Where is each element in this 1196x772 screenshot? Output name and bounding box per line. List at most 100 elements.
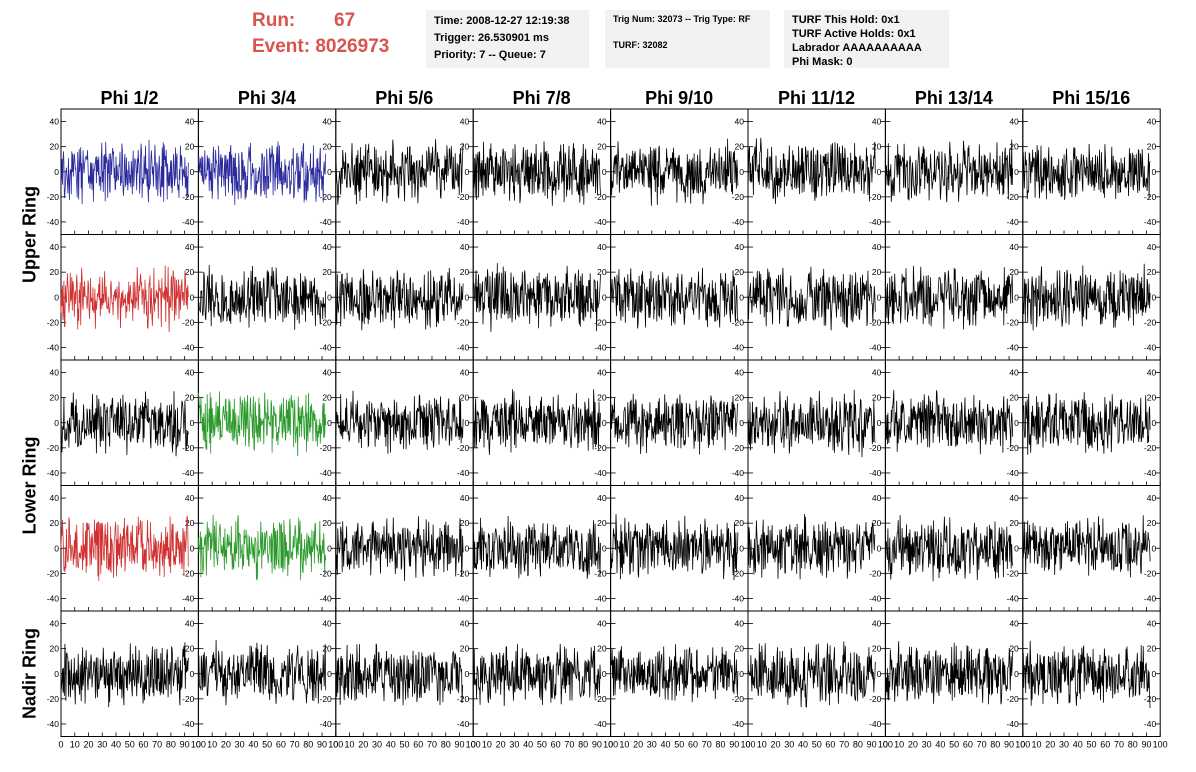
y-tick-label: 40 [460, 117, 470, 127]
y-tick-label: 20 [185, 644, 195, 654]
y-tick-label: -40 [182, 217, 195, 227]
trig-num-text: Trig Num: 32073 -- Trig Type: RF [613, 14, 751, 24]
y-tick-label: 20 [185, 518, 195, 528]
y-tick-label: 40 [597, 242, 607, 252]
priority-text: Priority: 7 -- Queue: 7 [434, 49, 546, 61]
y-tick-label: -20 [1144, 568, 1157, 578]
waveform-trace [60, 139, 189, 205]
y-tick-label: -40 [320, 719, 333, 729]
x-tick-label: 0 [196, 740, 201, 750]
x-tick-label: 90 [454, 740, 464, 750]
x-tick-label: 30 [372, 740, 382, 750]
y-tick-label: -40 [1144, 342, 1157, 352]
y-tick-label: 0 [190, 543, 195, 553]
waveform-trace [747, 641, 876, 708]
y-tick-label: -40 [869, 217, 882, 227]
x-tick-label: 80 [853, 740, 863, 750]
y-tick-label: 0 [739, 543, 744, 553]
y-tick-label: -40 [869, 342, 882, 352]
y-tick-label: -40 [320, 593, 333, 603]
y-tick-label: 20 [735, 142, 745, 152]
y-tick-label: 0 [327, 543, 332, 553]
y-tick-label: -20 [869, 317, 882, 327]
y-tick-label: -40 [457, 217, 470, 227]
waveform-trace [472, 389, 601, 455]
run-label: Run: [252, 10, 296, 31]
y-tick-label: 20 [597, 267, 607, 277]
waveform-trace [60, 265, 189, 333]
y-tick-label: 40 [460, 493, 470, 503]
x-tick-label: 50 [537, 740, 547, 750]
x-tick-label: 20 [770, 740, 780, 750]
y-tick-label: 20 [322, 142, 332, 152]
x-tick-label: 70 [1114, 740, 1124, 750]
y-tick-label: 40 [597, 368, 607, 378]
run-event-box: Run: 67 Event: 8026973 [252, 8, 389, 60]
y-tick-label: 40 [50, 117, 60, 127]
phi-mask-text: Phi Mask: 0 [792, 56, 853, 68]
column-header: Phi 11/12 [777, 88, 856, 108]
waveform-trace [610, 267, 739, 329]
x-tick-label: 50 [812, 740, 822, 750]
y-tick-label: -20 [1144, 443, 1157, 453]
waveform-panel: -40 -20 0 20 40 [610, 359, 749, 486]
trigger-info-panel: Trig Num: 32073 -- Trig Type: RF TURF: 3… [605, 10, 770, 68]
y-tick-label: -20 [457, 443, 470, 453]
x-tick-label: 90 [317, 740, 327, 750]
y-tick-label: 0 [602, 543, 607, 553]
y-tick-label: 0 [54, 292, 59, 302]
y-tick-label: -40 [732, 593, 745, 603]
y-tick-label: 40 [460, 368, 470, 378]
y-tick-label: -40 [1007, 593, 1020, 603]
y-tick-label: 20 [185, 267, 195, 277]
column-header: Phi 9/10 [645, 88, 714, 108]
y-tick-label: -20 [182, 568, 195, 578]
y-tick-label: 0 [190, 292, 195, 302]
y-tick-label: 0 [464, 167, 469, 177]
y-tick-label: 40 [735, 242, 745, 252]
column-header: Phi 1/2 [100, 88, 159, 108]
y-tick-label: 40 [872, 368, 882, 378]
y-tick-label: 0 [1014, 669, 1019, 679]
y-tick-label: 0 [327, 167, 332, 177]
y-tick-label: 20 [1009, 644, 1019, 654]
y-tick-label: -40 [457, 593, 470, 603]
x-tick-label: 20 [496, 740, 506, 750]
y-tick-label: -40 [182, 719, 195, 729]
y-tick-label: 0 [327, 418, 332, 428]
y-tick-label: 40 [735, 117, 745, 127]
x-tick-label: 0 [471, 740, 476, 750]
time-info-panel: Time: 2008-12-27 12:19:38 Trigger: 26.53… [426, 10, 589, 68]
turf-active-holds-text: TURF Active Holds: 0x1 [792, 28, 916, 40]
y-tick-label: 20 [597, 518, 607, 528]
event-value: 8026973 [315, 36, 390, 57]
y-tick-label: -20 [182, 443, 195, 453]
x-tick-label: 30 [647, 740, 657, 750]
y-tick-label: 40 [1009, 368, 1019, 378]
waveform-trace [472, 141, 601, 206]
y-tick-label: 40 [872, 242, 882, 252]
waveform-trace [198, 391, 327, 457]
waveform-panel: -40 -20 0 20 40 [747, 234, 886, 361]
y-tick-label: 0 [190, 167, 195, 177]
waveform-panel: -40 -20 0 20 40 [472, 108, 612, 235]
y-tick-label: 0 [1151, 418, 1156, 428]
run-row: Run: 67 [252, 8, 389, 34]
y-tick-label: 20 [322, 518, 332, 528]
labrador-text: Labrador AAAAAAAAAA [792, 42, 922, 54]
y-tick-label: 40 [1009, 117, 1019, 127]
y-tick-label: -40 [594, 593, 607, 603]
y-tick-label: 20 [1147, 393, 1157, 403]
y-tick-label: 0 [54, 418, 59, 428]
y-tick-label: 40 [872, 493, 882, 503]
waveform-trace [610, 514, 739, 581]
y-tick-label: -20 [1007, 317, 1020, 327]
y-tick-label: 20 [50, 393, 60, 403]
y-tick-label: -20 [47, 568, 60, 578]
column-header: Phi 15/16 [1052, 88, 1131, 108]
y-tick-label: -20 [869, 568, 882, 578]
y-tick-label: 0 [602, 418, 607, 428]
